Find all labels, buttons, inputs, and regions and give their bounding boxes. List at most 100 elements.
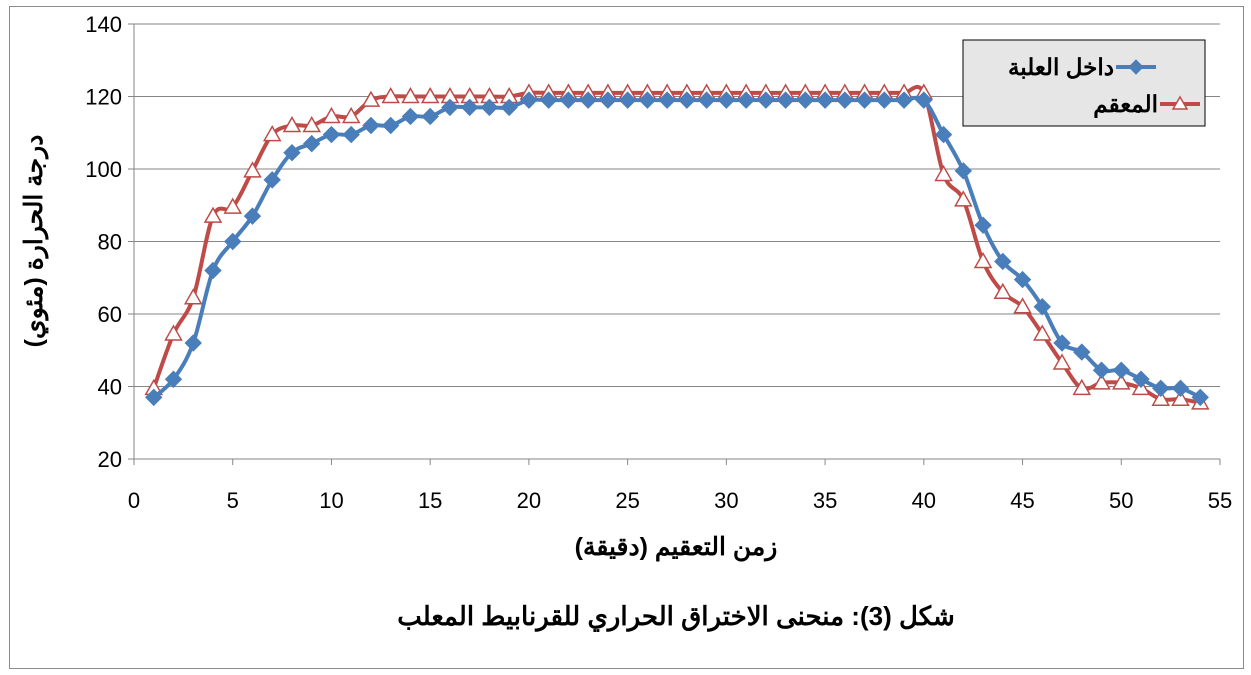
data-point xyxy=(539,91,558,109)
y-tick-label: 100 xyxy=(85,157,122,182)
y-tick-label: 60 xyxy=(98,302,122,327)
y-axis-title: درجة الحرارة (مئوي) xyxy=(20,135,49,348)
data-point xyxy=(1092,373,1111,390)
x-tick-label: 35 xyxy=(813,488,837,513)
data-point xyxy=(302,115,322,133)
data-point xyxy=(263,171,281,189)
data-point xyxy=(776,91,795,109)
data-point xyxy=(322,125,341,144)
legend-box xyxy=(962,39,1206,127)
data-point xyxy=(855,91,874,109)
data-point xyxy=(282,115,302,133)
x-tick-label: 50 xyxy=(1109,488,1133,513)
x-tick-label: 55 xyxy=(1208,488,1232,513)
data-point xyxy=(1112,361,1130,379)
data-point xyxy=(1073,343,1091,361)
data-point xyxy=(1013,270,1032,289)
legend-label-retort: المعقم xyxy=(1093,91,1158,118)
y-tick-label: 40 xyxy=(98,375,122,400)
data-point xyxy=(243,161,262,178)
data-point xyxy=(243,207,262,225)
axes: 20 40 60 80 100 120 140 0 5 10 15 20 25 30 35 40 45 50 55 xyxy=(85,12,1232,513)
data-point xyxy=(816,91,834,109)
data-point xyxy=(737,91,755,109)
legend: داخل العلبة المعقم xyxy=(962,39,1206,127)
x-tick-label: 10 xyxy=(319,488,343,513)
data-point xyxy=(1171,389,1190,406)
data-point xyxy=(145,388,163,407)
data-point xyxy=(381,116,400,135)
data-point xyxy=(1132,370,1150,388)
data-point xyxy=(579,91,597,109)
y-tick-label: 120 xyxy=(85,85,122,110)
data-point xyxy=(618,91,637,109)
data-point xyxy=(1053,334,1071,352)
series-0 xyxy=(145,91,1209,407)
data-point xyxy=(974,216,992,234)
legend-marker-inside-can xyxy=(1128,59,1144,75)
data-point xyxy=(421,107,439,126)
x-tick-label: 5 xyxy=(227,488,239,513)
data-point xyxy=(401,86,420,104)
data-point xyxy=(1092,361,1111,379)
data-point xyxy=(934,125,953,144)
data-point xyxy=(420,86,440,104)
data-point xyxy=(993,282,1013,299)
data-point xyxy=(638,91,657,109)
data-point xyxy=(934,164,953,182)
series-layer xyxy=(144,83,1210,410)
x-axis-title: زمن التعقيم (دقيقة) xyxy=(575,533,778,562)
data-point xyxy=(183,288,203,305)
x-tick-label: 20 xyxy=(517,488,541,513)
series-1 xyxy=(144,83,1210,410)
data-point xyxy=(559,91,578,109)
data-point xyxy=(441,98,459,117)
data-point xyxy=(875,91,894,109)
x-tick-label: 45 xyxy=(1010,488,1034,513)
data-point xyxy=(658,91,676,109)
figure-caption: شكل (3): منحنى الاختراق الحراري للقرنابي… xyxy=(397,601,955,632)
data-point xyxy=(915,91,933,109)
data-point xyxy=(283,143,301,162)
x-tick-label: 0 xyxy=(128,488,140,513)
data-point xyxy=(342,125,360,144)
data-point xyxy=(1013,297,1032,314)
data-point xyxy=(895,91,913,109)
x-tick-label: 40 xyxy=(912,488,936,513)
data-point xyxy=(678,91,696,109)
data-point xyxy=(836,91,854,109)
series-line-1 xyxy=(151,84,1201,405)
data-point xyxy=(224,232,242,251)
data-point xyxy=(362,116,380,135)
data-point xyxy=(599,91,617,109)
data-point xyxy=(223,197,243,214)
y-tick-label: 20 xyxy=(98,447,122,472)
data-point xyxy=(1191,388,1209,407)
data-point xyxy=(164,370,183,388)
data-point xyxy=(1171,379,1190,398)
data-point xyxy=(322,106,341,124)
data-point xyxy=(203,206,223,223)
legend-marker-retort xyxy=(1171,95,1189,110)
x-tick-label: 15 xyxy=(418,488,442,513)
data-point xyxy=(480,98,499,117)
data-point xyxy=(1111,373,1131,390)
data-point xyxy=(460,98,479,117)
data-point xyxy=(1033,298,1051,316)
data-point xyxy=(954,162,973,180)
data-point xyxy=(381,86,400,104)
data-point xyxy=(341,106,361,124)
data-point xyxy=(1072,378,1092,396)
data-point xyxy=(1052,353,1072,370)
x-tick-label: 30 xyxy=(714,488,738,513)
data-point xyxy=(401,107,420,126)
y-tick-label: 140 xyxy=(85,12,122,37)
data-point xyxy=(954,190,973,207)
data-point xyxy=(697,91,716,109)
data-point xyxy=(204,261,222,280)
data-point xyxy=(164,324,183,341)
data-point xyxy=(717,91,736,109)
data-point xyxy=(757,91,775,109)
legend-label-inside-can: داخل العلبة xyxy=(1008,54,1114,80)
